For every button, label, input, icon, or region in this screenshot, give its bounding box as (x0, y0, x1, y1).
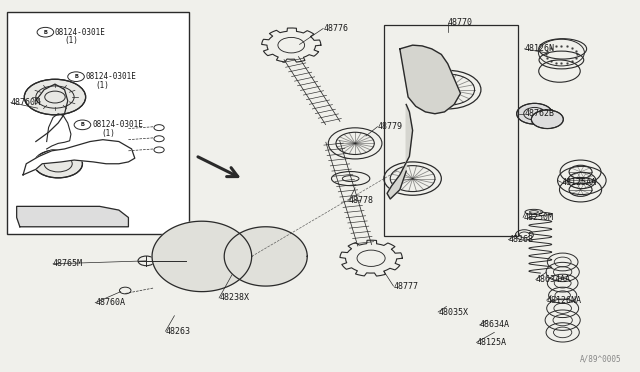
Text: 48776: 48776 (323, 24, 348, 33)
Polygon shape (224, 227, 307, 286)
Text: 48125A: 48125A (476, 338, 506, 347)
Text: A/89^0005: A/89^0005 (580, 355, 621, 364)
Polygon shape (17, 206, 129, 227)
Circle shape (516, 103, 552, 124)
Text: 48634A: 48634A (479, 321, 509, 330)
Text: 48777: 48777 (394, 282, 419, 291)
Text: 08124-0301E: 08124-0301E (55, 28, 106, 37)
Text: 48760A: 48760A (95, 298, 125, 307)
Circle shape (531, 110, 563, 129)
Polygon shape (400, 45, 461, 114)
Text: 48762B: 48762B (524, 109, 554, 118)
Text: 48250M: 48250M (523, 213, 553, 222)
Circle shape (34, 150, 83, 178)
Text: B: B (74, 74, 78, 79)
Text: B: B (81, 122, 84, 127)
Text: 48126N: 48126N (524, 44, 554, 53)
Polygon shape (152, 221, 252, 292)
Text: (1): (1) (102, 129, 115, 138)
Text: 48778: 48778 (349, 196, 374, 205)
Polygon shape (23, 140, 135, 175)
Text: (1): (1) (65, 36, 79, 45)
Text: 48779: 48779 (378, 122, 403, 131)
Text: 08124-0301E: 08124-0301E (86, 72, 136, 81)
Text: (1): (1) (95, 81, 109, 90)
Text: 48125AA: 48125AA (561, 178, 596, 187)
Text: 48035X: 48035X (438, 308, 468, 317)
Text: 48263: 48263 (166, 327, 191, 336)
Text: 08124-0301E: 08124-0301E (92, 121, 143, 129)
Circle shape (24, 79, 86, 115)
Text: B: B (44, 30, 47, 35)
Text: 48126NA: 48126NA (547, 296, 582, 305)
Text: 48770: 48770 (448, 19, 473, 28)
FancyBboxPatch shape (7, 12, 189, 234)
Text: 48634AA: 48634AA (536, 275, 571, 284)
Text: 48760M: 48760M (11, 98, 41, 107)
Text: 48765M: 48765M (53, 259, 83, 268)
Text: 48238X: 48238X (219, 294, 249, 302)
Text: 48268: 48268 (508, 235, 533, 244)
Polygon shape (387, 105, 413, 199)
